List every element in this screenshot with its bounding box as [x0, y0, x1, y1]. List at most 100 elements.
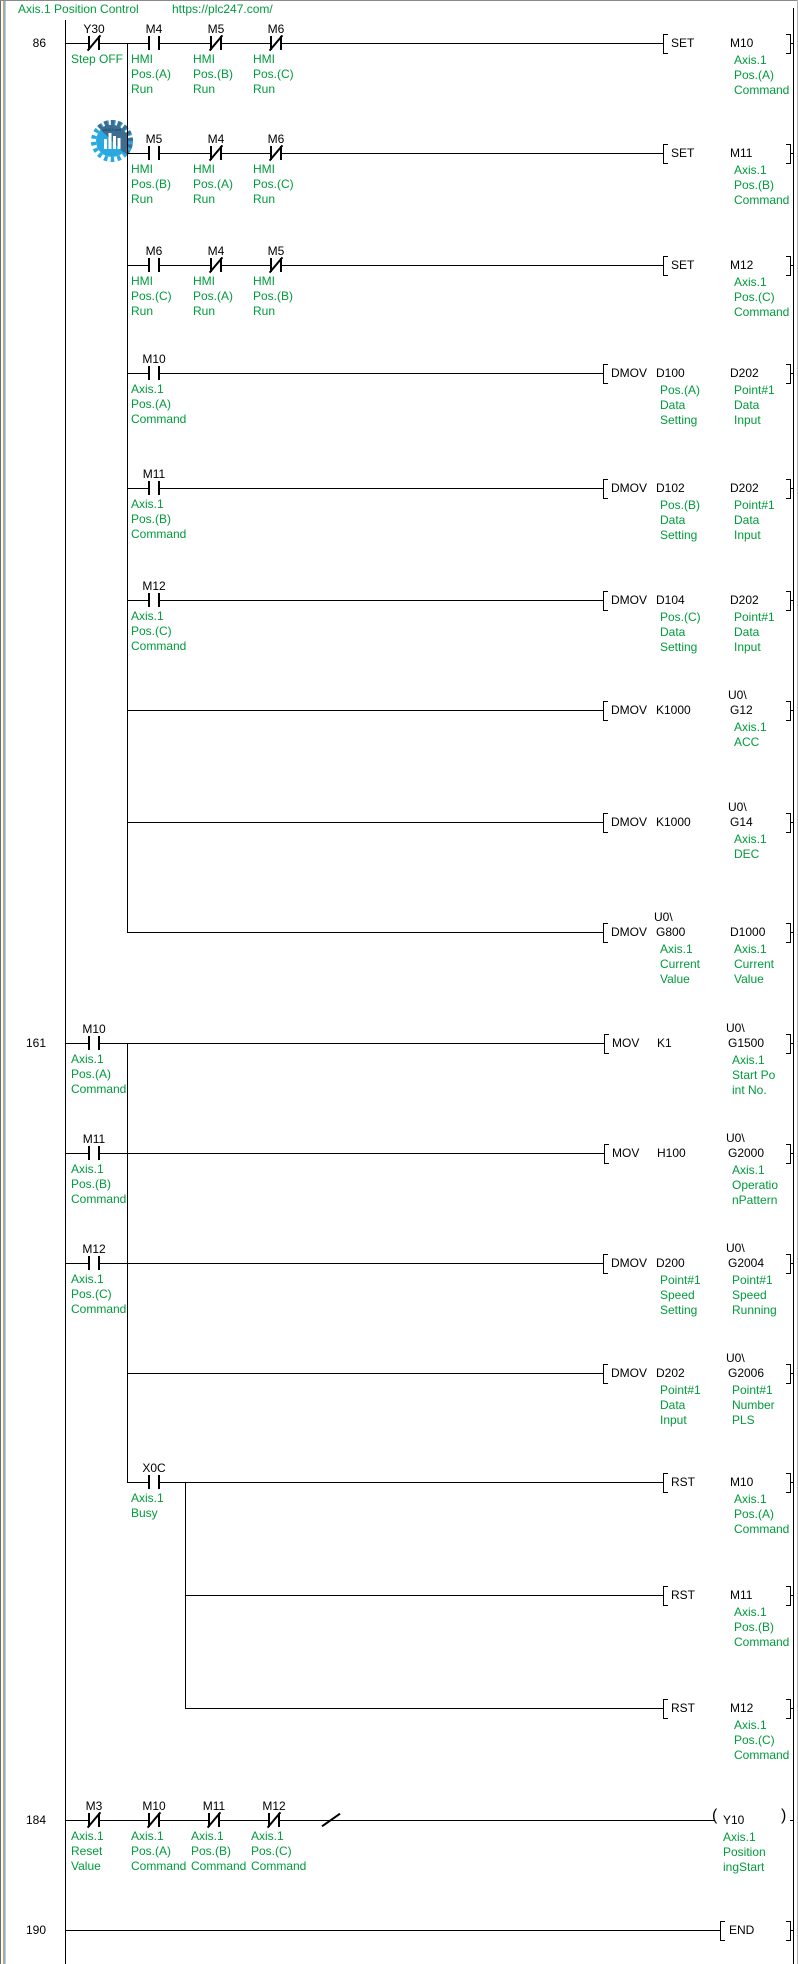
contact-comment-line: HMI: [253, 162, 275, 176]
instruction-DMOV[interactable]: [601, 590, 790, 610]
inv-instruction[interactable]: [319, 1808, 343, 1832]
instruction-mnemonic: DMOV: [611, 703, 647, 717]
instruction-DMOV[interactable]: [601, 812, 790, 832]
contact-M4[interactable]: [204, 141, 228, 165]
instruction-mnemonic: DMOV: [611, 593, 647, 607]
contact-comment-line: Pos.(A): [193, 177, 234, 191]
contact-comment-line: Pos.(B): [131, 177, 172, 191]
contact-M10[interactable]: [142, 361, 166, 385]
contact-label: M4: [207, 132, 225, 146]
operand-comment-line: Setting: [660, 1303, 698, 1317]
contact-M6[interactable]: [142, 253, 166, 277]
contact-comment-line: HMI: [131, 162, 153, 176]
contact-bar: [280, 146, 282, 160]
contact-comment-line: Run: [253, 82, 276, 96]
contact-gap: [148, 152, 160, 155]
instruction-DMOV[interactable]: [601, 922, 790, 942]
contact-bar: [220, 258, 222, 272]
contact-M12[interactable]: [82, 1251, 106, 1275]
contact-comment-line: Pos.(A): [71, 1067, 112, 1081]
wire-h: [127, 932, 603, 933]
instruction-DMOV[interactable]: [601, 1363, 790, 1383]
operand-comment-line: Point#1: [734, 498, 775, 512]
contact-bar: [98, 1813, 100, 1827]
operand-comment-line: Speed: [732, 1288, 767, 1302]
contact-M11[interactable]: [202, 1808, 226, 1832]
wire-h: [65, 43, 663, 44]
wire-h: [790, 1482, 793, 1483]
contact-M4[interactable]: [204, 253, 228, 277]
contact-Y30[interactable]: [82, 31, 106, 55]
rung-number: 190: [25, 1923, 46, 1937]
contact-label: M5: [207, 22, 225, 36]
instruction-MOV[interactable]: [602, 1143, 790, 1163]
contact-M6[interactable]: [264, 141, 288, 165]
instruction-END[interactable]: [718, 1920, 790, 1940]
instruction-RST[interactable]: [661, 1698, 790, 1718]
contact-M5[interactable]: [264, 253, 288, 277]
contact-comment-line: Axis.1: [71, 1052, 104, 1066]
wire-h: [790, 488, 793, 489]
operand-comment-line: Pos.(B): [734, 178, 775, 192]
contact-label: M6: [145, 244, 163, 258]
contact-bar: [148, 366, 150, 380]
instruction-DMOV[interactable]: [601, 700, 790, 720]
contact-bar: [148, 1475, 150, 1489]
instruction-MOV[interactable]: [602, 1033, 790, 1053]
contact-M10[interactable]: [82, 1031, 106, 1055]
contact-M5[interactable]: [142, 141, 166, 165]
contact-X0C[interactable]: [142, 1470, 166, 1494]
contact-M12[interactable]: [262, 1808, 286, 1832]
contact-M12[interactable]: [142, 588, 166, 612]
instruction-RST[interactable]: [661, 1585, 790, 1605]
operand-comment-line: Axis.1: [734, 1605, 767, 1619]
instruction-RST[interactable]: [661, 1472, 790, 1492]
operand: G1500: [728, 1036, 765, 1050]
operand-comment-line: Axis.1: [732, 1163, 765, 1177]
operand: M11: [730, 1588, 753, 1602]
contact-comment-line: Reset: [71, 1844, 103, 1858]
operand-comment-line: Axis.1: [734, 832, 767, 846]
contact-M11[interactable]: [142, 476, 166, 500]
operand-comment-line: Current: [734, 957, 775, 971]
operand: G800: [656, 925, 686, 939]
instruction-DMOV[interactable]: [601, 1253, 790, 1273]
operand: K1000: [656, 815, 691, 829]
operand-comment-line: Point#1: [660, 1273, 701, 1287]
contact-M4[interactable]: [142, 31, 166, 55]
operand: G2000: [728, 1146, 765, 1160]
contact-comment-line: Command: [71, 1302, 127, 1316]
instruction-mnemonic: RST: [671, 1588, 695, 1602]
instruction-bracket-left: [603, 364, 608, 384]
instruction-SET[interactable]: [661, 33, 790, 53]
contact-M10[interactable]: [142, 1808, 166, 1832]
operand-prefix: U0\: [654, 910, 673, 924]
coil-Y10[interactable]: [708, 1808, 796, 1832]
contact-M5[interactable]: [204, 31, 228, 55]
instruction-SET[interactable]: [661, 255, 790, 275]
contact-comment-line: HMI: [253, 52, 275, 66]
wire-h: [790, 43, 793, 44]
contact-M6[interactable]: [264, 31, 288, 55]
contact-comment-line: Pos.(C): [131, 289, 172, 303]
contact-M3[interactable]: [82, 1808, 106, 1832]
contact-bar: [88, 1256, 90, 1270]
instruction-SET[interactable]: [661, 143, 790, 163]
contact-comment-line: Pos.(C): [253, 177, 294, 191]
wire-h: [127, 488, 603, 489]
contact-bar: [210, 36, 212, 50]
instruction-DMOV[interactable]: [601, 363, 790, 383]
instruction-mnemonic: SET: [671, 146, 695, 160]
wire-h: [127, 1482, 663, 1483]
contact-bar: [158, 593, 160, 607]
edge-stripe-blue: [4, 1, 5, 1964]
instruction-DMOV[interactable]: [601, 478, 790, 498]
operand-comment-line: Value: [660, 972, 690, 986]
contact-bar: [88, 1146, 90, 1160]
contact-comment-line: Command: [251, 1859, 307, 1873]
contact-bar: [148, 258, 150, 272]
wire-h: [65, 1263, 603, 1264]
instruction-bracket-right: [786, 923, 791, 943]
contact-M11[interactable]: [82, 1141, 106, 1165]
